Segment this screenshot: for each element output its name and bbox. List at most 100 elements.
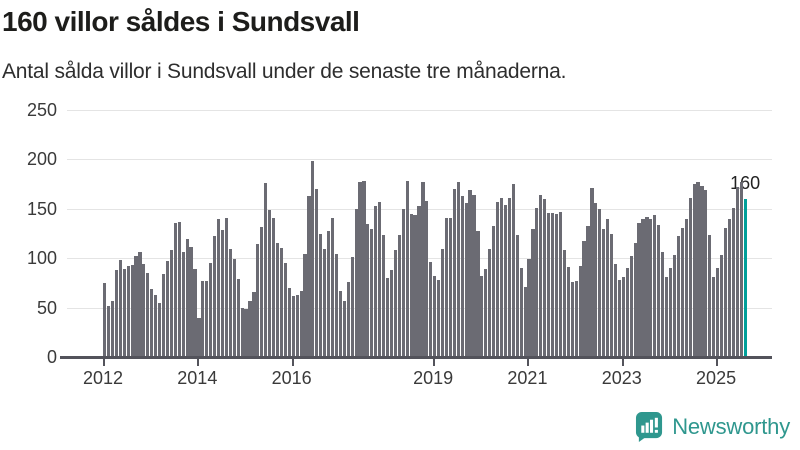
bar [213, 236, 217, 357]
bar [421, 182, 425, 357]
bar [181, 252, 185, 357]
bar [315, 189, 319, 357]
bar [299, 290, 303, 357]
bar [228, 249, 232, 357]
bar [696, 182, 700, 357]
bar [382, 235, 386, 357]
bar [586, 225, 590, 357]
bar [268, 209, 272, 357]
bar [558, 211, 563, 357]
x-axis-tick [103, 358, 105, 366]
bar [311, 161, 315, 357]
bar [240, 307, 244, 357]
y-axis-tick-label: 200 [26, 149, 57, 170]
bar [629, 256, 633, 357]
bar [488, 249, 492, 357]
bar [625, 268, 629, 357]
bar [114, 270, 118, 357]
bar [562, 250, 566, 357]
bar [338, 290, 342, 357]
bar [248, 300, 252, 357]
bar [680, 227, 684, 357]
bar [492, 225, 496, 357]
bar [185, 239, 189, 357]
bar [425, 200, 429, 357]
bar [165, 261, 170, 357]
highlight-value-label: 160 [730, 172, 761, 193]
bar [539, 194, 543, 357]
bar [358, 182, 362, 357]
bar [582, 241, 586, 357]
bar [515, 235, 519, 357]
bar [688, 197, 692, 357]
bar [264, 183, 268, 357]
bar [216, 218, 221, 357]
bar [551, 212, 555, 357]
bar [303, 254, 307, 357]
bar [531, 228, 535, 357]
bar [664, 276, 669, 357]
bar [389, 270, 394, 357]
newsworthy-logo-link[interactable]: Newsworthy [635, 411, 790, 442]
bar [220, 229, 225, 357]
bar [370, 228, 374, 357]
bar [554, 213, 559, 357]
bar [201, 280, 205, 357]
bar [511, 184, 515, 357]
bar [158, 302, 162, 357]
bar [327, 230, 331, 357]
bar [700, 186, 704, 357]
bar [401, 208, 405, 357]
y-axis-tick-label: 100 [26, 248, 57, 269]
bar [727, 218, 732, 357]
bar [590, 188, 594, 357]
bar [323, 249, 327, 357]
bar [366, 223, 370, 357]
bar [723, 227, 728, 357]
bar [606, 218, 610, 357]
bar [154, 294, 158, 357]
bar [527, 259, 531, 357]
bar-chart-speech-bubble-icon [636, 412, 663, 442]
bar [448, 217, 453, 357]
bar [535, 207, 539, 357]
bar [334, 254, 339, 357]
bar [472, 194, 476, 357]
bar [712, 276, 716, 357]
x-axis-tick [291, 358, 294, 366]
bar [205, 280, 209, 357]
bar [393, 250, 397, 357]
bar [720, 255, 724, 357]
newsworthy-wordmark: Newsworthy [672, 413, 790, 439]
bar [103, 282, 107, 357]
bar [374, 205, 378, 357]
bar [507, 197, 511, 357]
bar [437, 279, 441, 357]
bar [354, 208, 358, 357]
x-axis-tick [433, 358, 436, 366]
x-axis-tick-label: 2012 [82, 368, 124, 388]
bar [260, 226, 264, 357]
bar [106, 305, 111, 357]
bar [570, 281, 574, 357]
bar-chart: 160 0 50 100 150 200 250 2012 2014 2016 2019 2021 2… [26, 101, 772, 388]
bar [409, 213, 413, 357]
y-axis-tick-label: 0 [46, 347, 57, 367]
y-gridline [67, 159, 772, 161]
bar [617, 279, 622, 357]
bar [193, 269, 197, 357]
bar [126, 266, 130, 357]
y-gridline [67, 110, 772, 111]
bar [499, 197, 504, 357]
bar [287, 287, 291, 357]
x-axis-tick-label: 2019 [413, 368, 454, 388]
bar [224, 217, 229, 357]
bar [468, 190, 472, 357]
bar [413, 214, 417, 357]
bar [464, 202, 468, 357]
bar [735, 187, 739, 357]
bar [621, 276, 625, 357]
bar [598, 208, 602, 357]
bar [684, 218, 688, 357]
bar [661, 252, 665, 357]
